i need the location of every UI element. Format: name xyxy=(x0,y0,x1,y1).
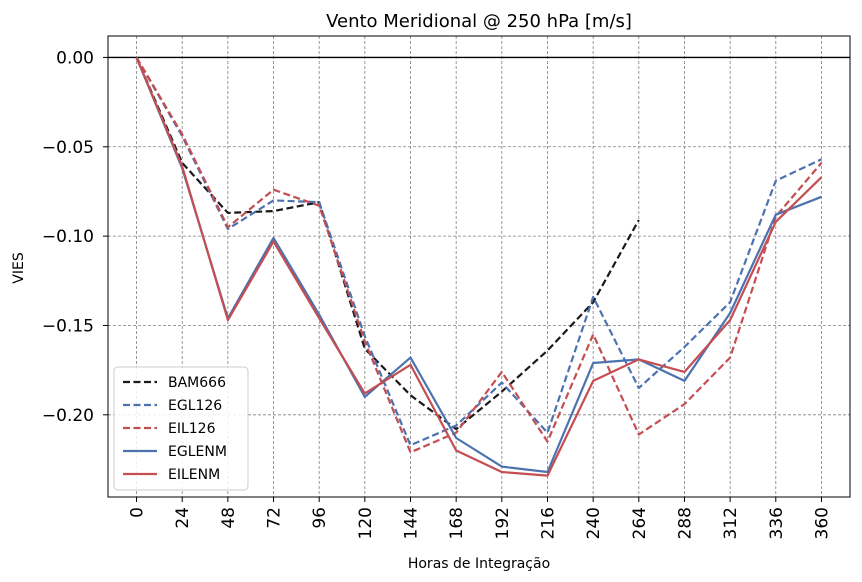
x-tick-label: 72 xyxy=(265,507,285,529)
legend-label-eilenm: EILENM xyxy=(168,467,220,483)
series-line-bam666 xyxy=(135,56,640,431)
x-tick-label: 24 xyxy=(173,507,193,529)
legend: BAM666 EGL126 EIL126 EGLENM EILENM xyxy=(113,366,249,491)
x-tick-label: 240 xyxy=(584,507,604,539)
y-axis-label: VIES xyxy=(11,252,27,284)
legend-label-egl126: EGL126 xyxy=(168,398,222,414)
x-tick-label: 144 xyxy=(402,507,422,539)
x-tick-label: 336 xyxy=(767,507,787,539)
legend-label-bam666: BAM666 xyxy=(168,375,226,391)
y-tick-label: 0.00 xyxy=(56,48,94,68)
x-tick-label: 312 xyxy=(721,507,741,539)
series-line-egl126 xyxy=(135,56,822,447)
x-tick-label: 0 xyxy=(128,507,148,518)
x-axis-label: Horas de Integração xyxy=(408,556,550,572)
x-tick-label: 168 xyxy=(447,507,467,539)
series-lines xyxy=(135,56,823,477)
x-tick-label: 120 xyxy=(356,507,376,539)
grid xyxy=(108,36,850,497)
x-tick-label: 288 xyxy=(675,507,695,539)
y-tick-label: −0.10 xyxy=(42,227,94,247)
plot-frame xyxy=(107,35,851,498)
x-tick-label: 264 xyxy=(630,507,650,539)
x-tick-label: 216 xyxy=(538,507,558,539)
chart-title: Vento Meridional @ 250 hPa [m/s] xyxy=(326,11,632,32)
x-tick-label: 360 xyxy=(812,507,832,539)
x-tick-label: 192 xyxy=(493,507,513,539)
legend-label-eglenm: EGLENM xyxy=(168,444,227,460)
y-tick-label: −0.20 xyxy=(42,406,94,426)
y-tick-label: −0.15 xyxy=(42,316,94,336)
y-tick-label: −0.05 xyxy=(42,138,94,158)
legend-label-eil126: EIL126 xyxy=(168,421,216,437)
series-line-eil126 xyxy=(135,56,823,454)
x-tick-label: 96 xyxy=(310,507,330,529)
x-axis-ticks: 0 24 48 72 96 120 144 168 192 216 240 264 288 312 336 3… xyxy=(128,497,832,539)
y-axis-ticks: 0.00 −0.05 −0.10 −0.15 −0.20 xyxy=(42,48,108,426)
x-tick-label: 48 xyxy=(219,507,239,529)
legend-box xyxy=(113,366,249,491)
series-line-eilenm xyxy=(135,56,823,477)
